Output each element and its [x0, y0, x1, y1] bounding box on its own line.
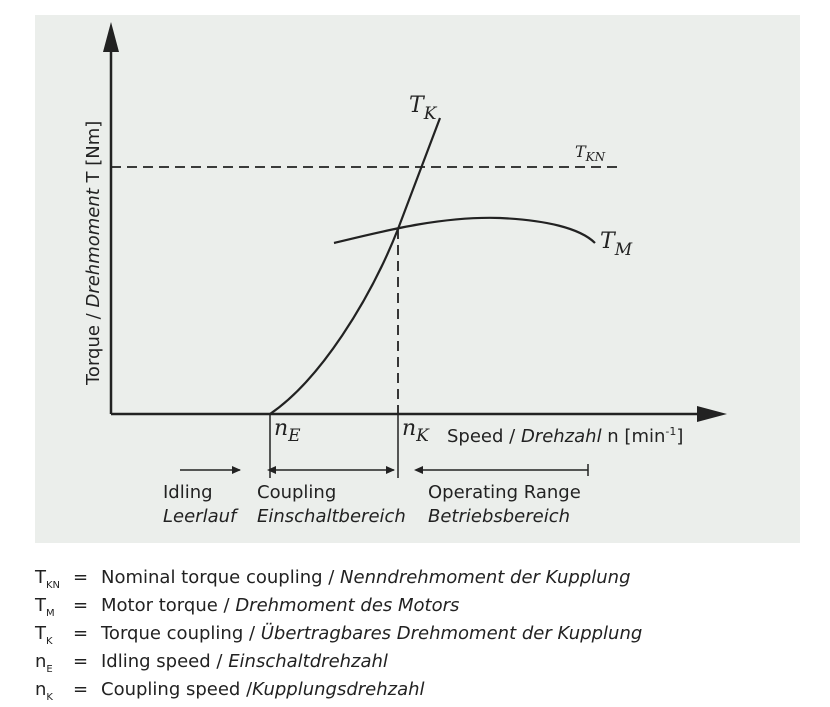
label-part: n [min [602, 426, 666, 447]
range-label: Operating Range [428, 482, 581, 503]
legend-symbol: TK [34, 623, 53, 647]
symbol: T [600, 229, 617, 254]
symbol: n [402, 416, 416, 441]
legend-text: Coupling speed /Kupplungsdrehzahl [101, 679, 425, 700]
curve-label: TKN [575, 142, 606, 164]
range-label-de: Betriebsbereich [428, 506, 570, 527]
range-label: Coupling [257, 482, 336, 503]
text-part: Motor torque / [101, 595, 235, 616]
label-part: T [Nm] [83, 121, 104, 188]
legend-equals: = [73, 595, 88, 616]
speed-mark: nE [274, 416, 301, 446]
text-part: Idling speed / [101, 651, 228, 672]
range-label-de: Einschaltbereich [257, 506, 406, 527]
symbol: n [274, 416, 288, 441]
symbol: T [575, 142, 587, 161]
text-part: Nominal torque coupling / [101, 567, 340, 588]
symbol: T [34, 623, 47, 644]
subscript: KN [585, 150, 606, 164]
legend-equals: = [73, 567, 88, 588]
subscript: K [46, 636, 53, 647]
y-arrow [103, 22, 119, 52]
text-part: Nenndrehmoment der Kupplung [340, 567, 630, 588]
subscript: M [46, 608, 55, 619]
legend-symbol: TKN [34, 567, 60, 591]
text-part: Einschaltdrehzahl [228, 651, 388, 672]
label-part: -1 [665, 425, 676, 438]
subscript: KN [46, 580, 60, 591]
legend-text: Torque coupling / Übertragbares Drehmome… [100, 622, 642, 644]
curve-label: TM [600, 229, 633, 260]
text-part: Übertragbares Drehmoment der Kupplung [261, 622, 643, 644]
symbol: T [409, 93, 426, 118]
curve-label: TK [409, 93, 438, 124]
legend-equals: = [73, 623, 88, 644]
range-label: Idling [163, 482, 213, 503]
text-part: Drehmoment des Motors [235, 595, 459, 616]
label-part: Drehzahl [521, 426, 602, 447]
legend: TKN = Nominal torque coupling / Nenndrehmo… [34, 567, 642, 703]
legend-equals: = [73, 651, 88, 672]
symbol: T [34, 567, 47, 588]
subscript: M [614, 240, 633, 260]
legend-symbol: nE [35, 651, 53, 675]
subscript: K [423, 104, 438, 124]
label-part: Drehmoment [83, 187, 104, 307]
subscript: K [415, 426, 430, 446]
motor-torque-curve [333, 216, 596, 245]
symbol: n [35, 651, 46, 672]
y-axis-label: Torque / Drehmoment T [Nm] [83, 121, 104, 386]
label-part: Torque / [83, 308, 104, 386]
subscript: K [46, 692, 53, 703]
legend-text: Nominal torque coupling / Nenndrehmoment… [101, 567, 631, 588]
coupling-torque-curve [269, 117, 442, 415]
text-part: Kupplungsdrehzahl [252, 679, 424, 700]
label-part: ] [676, 426, 683, 447]
x-arrow [697, 406, 727, 422]
legend-text: Motor torque / Drehmoment des Motors [101, 595, 459, 616]
speed-mark: nK [402, 416, 430, 446]
legend-symbol: nK [35, 679, 53, 703]
panel [35, 15, 800, 543]
legend-symbol: TM [34, 595, 55, 619]
symbol: T [34, 595, 47, 616]
label-part: Speed / [447, 426, 521, 447]
range-label-de: Leerlauf [163, 506, 239, 527]
subscript: E [46, 664, 52, 675]
text-part: Coupling speed / [101, 679, 253, 700]
text-part: Torque coupling / [100, 623, 261, 644]
subscript: E [287, 426, 301, 446]
legend-text: Idling speed / Einschaltdrehzahl [101, 651, 388, 672]
symbol: n [35, 679, 46, 700]
x-axis-label: Speed / Drehzahl n [min-1] [447, 425, 683, 447]
legend-equals: = [73, 679, 88, 700]
